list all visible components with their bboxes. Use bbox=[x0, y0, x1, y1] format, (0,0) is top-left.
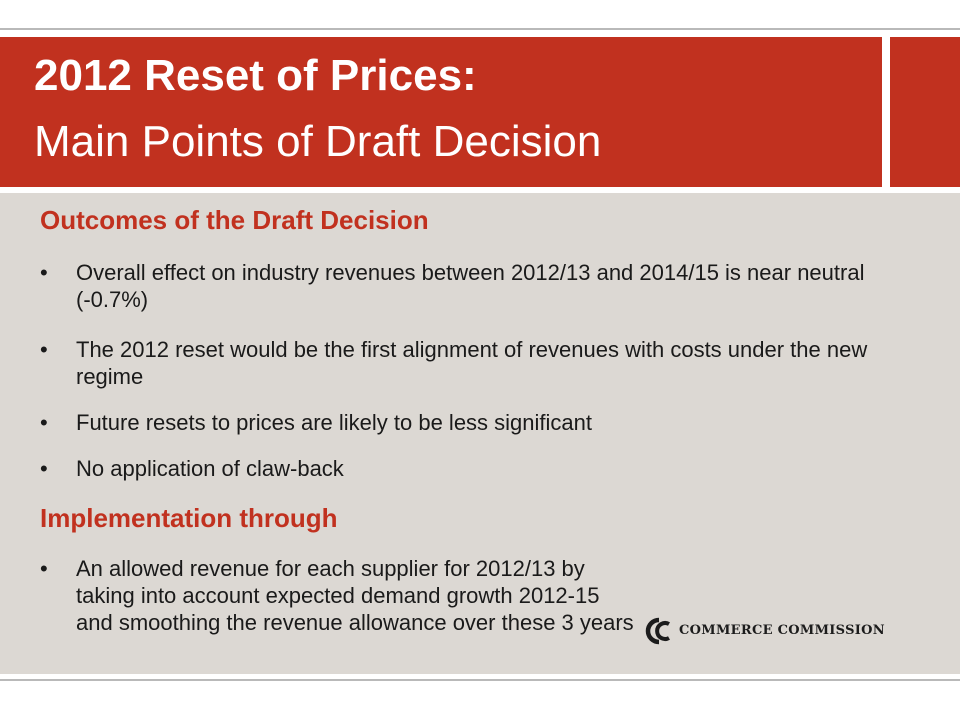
bullet-glyph: • bbox=[40, 260, 48, 285]
bullet-item: • Overall effect on industry revenues be… bbox=[40, 259, 900, 313]
slide-subtitle: Main Points of Draft Decision bbox=[34, 117, 602, 166]
section-heading-implementation: Implementation through bbox=[40, 503, 338, 533]
bullet-glyph: • bbox=[40, 556, 48, 581]
title-banner-tab bbox=[890, 37, 960, 187]
commerce-commission-logo: COMMERCE COMMISSION bbox=[643, 617, 888, 645]
bullet-item: • No application of claw-back bbox=[40, 455, 900, 482]
commerce-commission-logo-icon bbox=[645, 617, 670, 645]
bullet-item: • The 2012 reset would be the first alig… bbox=[40, 336, 900, 390]
section-heading-outcomes: Outcomes of the Draft Decision bbox=[40, 205, 429, 235]
bullet-text: An allowed revenue for each supplier for… bbox=[76, 556, 634, 635]
bottom-divider bbox=[0, 679, 960, 681]
bullet-glyph: • bbox=[40, 456, 48, 481]
bullet-item: • Future resets to prices are likely to … bbox=[40, 409, 900, 436]
bullet-glyph: • bbox=[40, 337, 48, 362]
slide-title: 2012 Reset of Prices: bbox=[34, 51, 477, 100]
bullet-glyph: • bbox=[40, 410, 48, 435]
bullet-item: • An allowed revenue for each supplier f… bbox=[40, 555, 640, 636]
bullet-text: The 2012 reset would be the first alignm… bbox=[76, 337, 868, 389]
bullet-text: Overall effect on industry revenues betw… bbox=[76, 260, 865, 312]
content-panel bbox=[0, 193, 960, 674]
bullet-text: Future resets to prices are likely to be… bbox=[76, 410, 593, 435]
title-banner bbox=[0, 37, 882, 187]
bullet-text: No application of claw-back bbox=[76, 456, 344, 481]
logo-text: COMMERCE COMMISSION bbox=[679, 623, 885, 638]
top-divider bbox=[0, 28, 960, 30]
